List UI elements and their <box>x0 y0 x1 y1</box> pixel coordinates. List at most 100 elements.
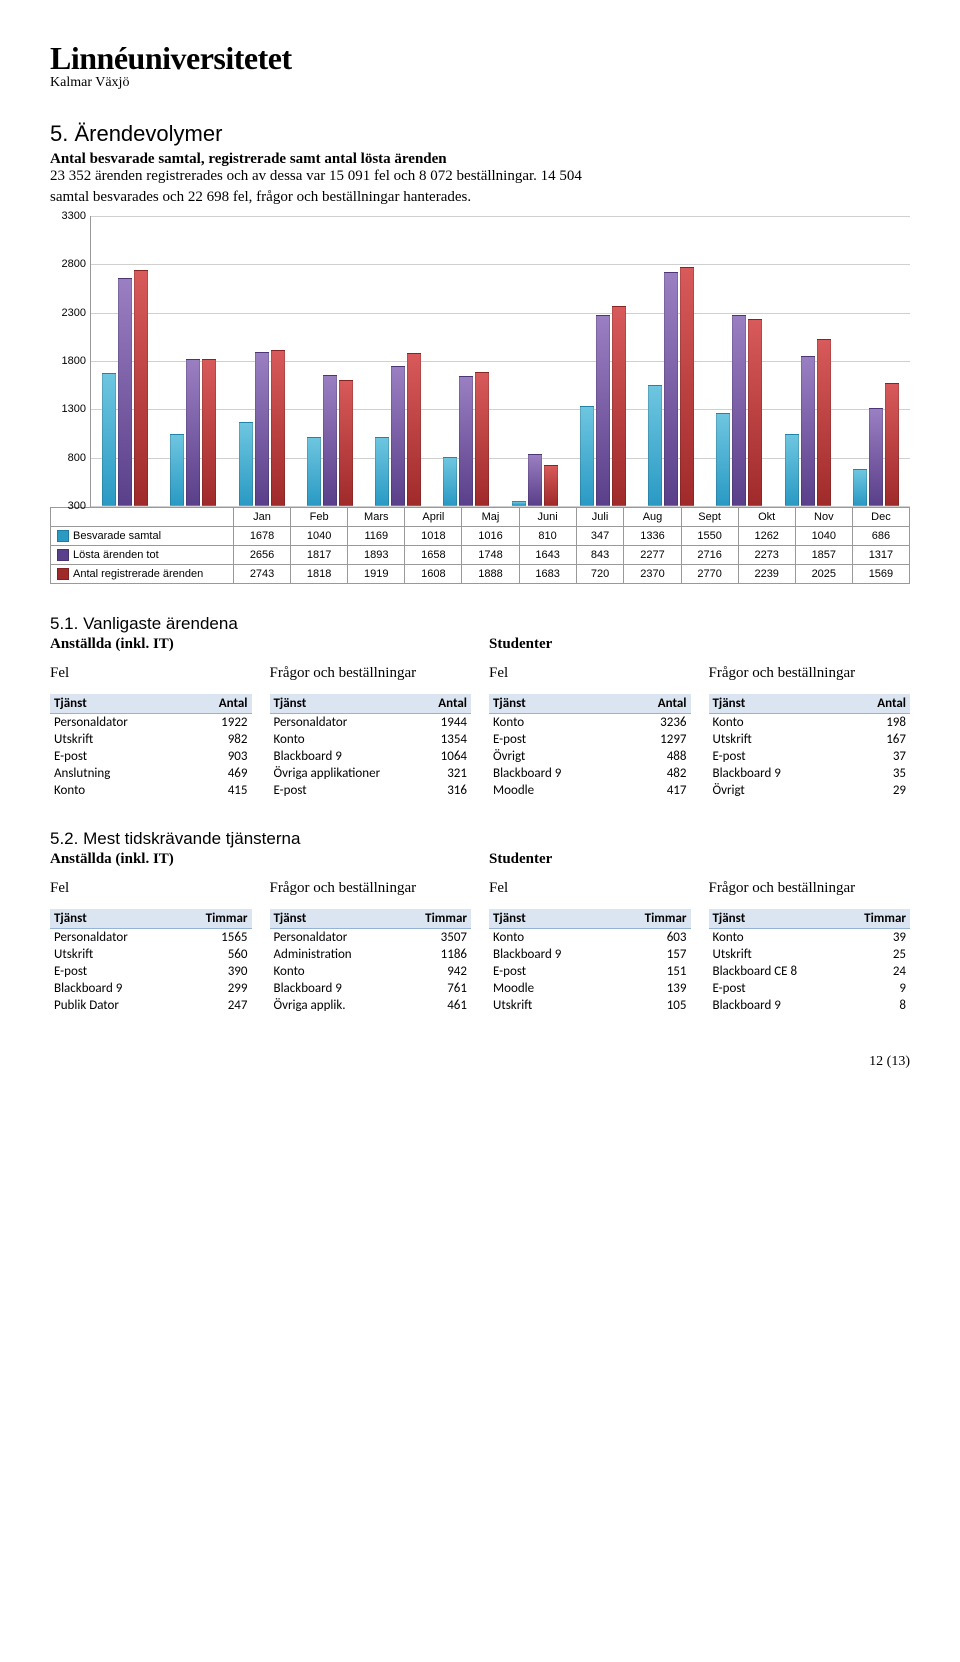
table-cell-value: 1297 <box>625 731 690 748</box>
legend-value-cell: 1643 <box>519 546 576 565</box>
chart-bar <box>375 437 389 506</box>
table-row: Blackboard 9299 <box>50 980 252 997</box>
table-row: Blackboard 98 <box>709 997 911 1014</box>
table-row: E-post151 <box>489 963 691 980</box>
s52-table-stud-fragor: TjänstTimmarKonto39Utskrift25Blackboard … <box>709 909 911 1014</box>
legend-value-cell: 1857 <box>795 546 852 565</box>
chart-bar <box>648 385 662 506</box>
s52-table-anst-fragor: TjänstTimmarPersonaldator3507Administrat… <box>270 909 472 1014</box>
table-row: Konto3236 <box>489 714 691 732</box>
legend-value-cell: 843 <box>576 546 624 565</box>
legend-value-cell: 1888 <box>462 565 519 584</box>
table-row: Utskrift25 <box>709 946 911 963</box>
legend-value-cell: 1919 <box>348 565 405 584</box>
table-cell-tjanst: E-post <box>270 782 423 799</box>
chart-bar <box>544 465 558 506</box>
chart-bar <box>801 356 815 507</box>
table-header-tjanst: Tjänst <box>270 909 398 929</box>
legend-month-header: April <box>405 508 462 527</box>
table-header-value: Timmar <box>611 909 691 929</box>
legend-value-cell: 1683 <box>519 565 576 584</box>
section-5-title: 5. Ärendevolymer <box>50 121 910 147</box>
legend-series-label: Besvarade samtal <box>51 527 234 546</box>
table-row: Personaldator1565 <box>50 929 252 947</box>
table-cell-value: 39 <box>839 929 910 947</box>
table-cell-tjanst: E-post <box>50 748 189 765</box>
table-header-value: Timmar <box>839 909 910 929</box>
table-cell-tjanst: Blackboard 9 <box>709 997 840 1014</box>
chart-y-tick: 1300 <box>51 403 86 415</box>
table-row: Personaldator1944 <box>270 714 472 732</box>
legend-value-cell: 1262 <box>738 527 795 546</box>
legend-value-cell: 1317 <box>852 546 909 565</box>
table-row: Anslutning469 <box>50 765 252 782</box>
legend-month-header: Feb <box>291 508 348 527</box>
table-cell-value: 105 <box>611 997 691 1014</box>
table-row: E-post903 <box>50 748 252 765</box>
table-row: Blackboard CE 824 <box>709 963 911 980</box>
legend-month-header: Mars <box>348 508 405 527</box>
chart-bar <box>271 350 285 507</box>
s52-label-fel-2: Fel <box>489 880 691 897</box>
chart-bar <box>307 437 321 506</box>
table-cell-value: 316 <box>422 782 471 799</box>
table-header-tjanst: Tjänst <box>489 694 625 714</box>
table-cell-value: 469 <box>189 765 251 782</box>
chart-bar <box>580 406 594 506</box>
legend-month-header: Sept <box>681 508 738 527</box>
table-row: Utskrift982 <box>50 731 252 748</box>
legend-value-cell: 347 <box>576 527 624 546</box>
table-cell-tjanst: Utskrift <box>709 946 840 963</box>
chart-bar <box>716 413 730 506</box>
chart-bar <box>512 501 526 506</box>
table-cell-tjanst: Blackboard CE 8 <box>709 963 840 980</box>
legend-swatch <box>57 530 69 542</box>
table-row: Övrigt488 <box>489 748 691 765</box>
chart-bar <box>323 375 337 506</box>
table-cell-value: 390 <box>175 963 251 980</box>
table-cell-tjanst: Konto <box>489 929 611 947</box>
legend-month-header: Nov <box>795 508 852 527</box>
s51-label-fragor-1: Frågor och beställningar <box>270 665 472 682</box>
legend-value-cell: 686 <box>852 527 909 546</box>
chart-bar <box>869 408 883 506</box>
s52-label-fragor-2: Frågor och beställningar <box>709 880 911 897</box>
table-cell-value: 1944 <box>422 714 471 732</box>
chart-plot-area: 30080013001800230028003300 <box>90 216 910 507</box>
section-5-lead-2: samtal besvarades och 22 698 fel, frågor… <box>50 189 910 206</box>
chart-month-group <box>569 216 637 506</box>
s52-label-fragor-1: Frågor och beställningar <box>270 880 472 897</box>
table-cell-value: 3507 <box>397 929 471 947</box>
legend-swatch <box>57 549 69 561</box>
table-cell-value: 1922 <box>189 714 251 732</box>
table-header-value: Timmar <box>397 909 471 929</box>
s51-label-fel-2: Fel <box>489 665 691 682</box>
table-row: Konto198 <box>709 714 911 732</box>
table-cell-value: 903 <box>189 748 251 765</box>
table-cell-value: 560 <box>175 946 251 963</box>
table-row: Personaldator1922 <box>50 714 252 732</box>
table-cell-value: 1565 <box>175 929 251 947</box>
logo: Linnéuniversitetet Kalmar Växjö <box>50 40 910 91</box>
chart-gridline <box>91 506 910 507</box>
table-row: Övrigt29 <box>709 782 911 799</box>
table-header-value: Antal <box>845 694 910 714</box>
table-cell-value: 167 <box>845 731 910 748</box>
table-cell-value: 37 <box>845 748 910 765</box>
table-cell-value: 247 <box>175 997 251 1014</box>
section-51-title: 5.1. Vanligaste ärendena <box>50 614 910 634</box>
legend-month-header: Juni <box>519 508 576 527</box>
legend-swatch <box>57 568 69 580</box>
legend-value-cell: 1040 <box>795 527 852 546</box>
table-cell-value: 198 <box>845 714 910 732</box>
s51-label-fragor-2: Frågor och beställningar <box>709 665 911 682</box>
chart-y-tick: 3300 <box>51 210 86 222</box>
table-cell-value: 139 <box>611 980 691 997</box>
table-cell-tjanst: Personaldator <box>50 929 175 947</box>
table-cell-value: 603 <box>611 929 691 947</box>
legend-month-header: Jan <box>234 508 291 527</box>
table-row: E-post1297 <box>489 731 691 748</box>
table-row: Blackboard 9482 <box>489 765 691 782</box>
chart-month-group <box>91 216 159 506</box>
table-row: Konto39 <box>709 929 911 947</box>
